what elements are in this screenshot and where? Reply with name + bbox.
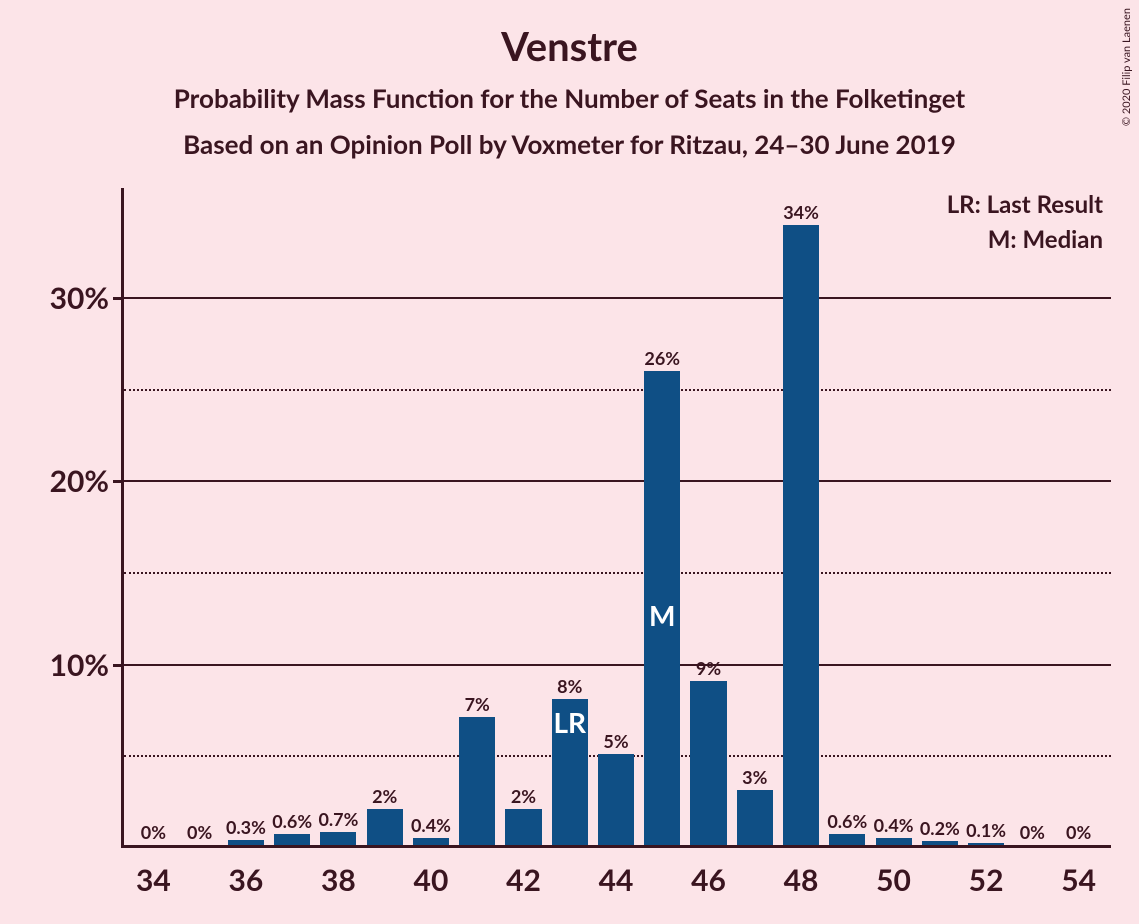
bar-value-label: 0.6% (272, 810, 312, 832)
bar-value-label: 0% (141, 821, 166, 843)
bar-value-label: 0% (187, 821, 212, 843)
bar-value-label: 0.3% (226, 816, 266, 838)
bar (876, 838, 912, 845)
copyright-text: © 2020 Filip van Laenen (1120, 8, 1133, 126)
gridline-major (124, 480, 1111, 482)
bar-value-label: 7% (465, 693, 490, 715)
y-tick-label: 30% (50, 280, 121, 316)
y-axis (121, 188, 124, 848)
gridline-major (124, 664, 1111, 666)
x-tick-label: 46 (691, 848, 726, 898)
bar (690, 681, 726, 845)
plot-area: LR: Last Result M: Median 10%20%30%34363… (121, 188, 1111, 848)
bar-value-label: 0.4% (874, 814, 914, 836)
x-tick-label: 34 (136, 848, 171, 898)
bar (598, 754, 634, 845)
bar (228, 840, 264, 845)
bar-value-label: 0% (1066, 821, 1091, 843)
x-tick-label: 36 (229, 848, 264, 898)
last-result-marker: LR (553, 705, 586, 739)
bar (783, 225, 819, 846)
bar-value-label: 2% (372, 785, 397, 807)
chart-subtitle-2: Based on an Opinion Poll by Voxmeter for… (0, 128, 1139, 160)
bar-value-label: 0% (1020, 821, 1045, 843)
x-tick-label: 40 (414, 848, 449, 898)
x-tick-label: 42 (506, 848, 541, 898)
bar-value-label: 0.7% (318, 808, 358, 830)
legend-last-result: LR: Last Result (947, 190, 1103, 219)
x-tick-label: 38 (321, 848, 356, 898)
bar-value-label: 5% (603, 730, 628, 752)
bar (367, 809, 403, 846)
bar (413, 838, 449, 845)
bar-value-label: 3% (742, 766, 767, 788)
legend: LR: Last Result M: Median (947, 190, 1103, 260)
bar (274, 834, 310, 845)
x-tick-label: 52 (969, 848, 1004, 898)
bar (922, 841, 958, 845)
bar (459, 717, 495, 845)
x-tick-label: 48 (784, 848, 819, 898)
median-marker: M (649, 598, 675, 632)
bar (505, 809, 541, 846)
bar (320, 832, 356, 845)
y-tick-label: 20% (50, 463, 121, 499)
chart-container: Venstre Probability Mass Function for th… (0, 0, 1139, 924)
bar-value-label: 0.6% (827, 810, 867, 832)
y-tick-label: 10% (50, 647, 121, 683)
chart-subtitle-1: Probability Mass Function for the Number… (0, 82, 1139, 114)
gridline-minor (124, 572, 1111, 574)
bar-value-label: 0.4% (411, 814, 451, 836)
bar-value-label: 8% (557, 675, 582, 697)
x-tick-label: 44 (599, 848, 634, 898)
bar (737, 790, 773, 845)
bar-value-label: 0.1% (966, 819, 1006, 841)
gridline-major (124, 297, 1111, 299)
x-tick-label: 54 (1061, 848, 1096, 898)
bar-value-label: 34% (783, 201, 819, 223)
bar-value-label: 0.2% (920, 817, 960, 839)
bar-value-label: 26% (644, 347, 680, 369)
bar-value-label: 9% (696, 657, 721, 679)
gridline-minor (124, 389, 1111, 391)
bar (968, 843, 1004, 845)
chart-title: Venstre (0, 22, 1139, 70)
bar-value-label: 2% (511, 785, 536, 807)
bar (829, 834, 865, 845)
legend-median: M: Median (947, 225, 1103, 254)
x-tick-label: 50 (876, 848, 911, 898)
